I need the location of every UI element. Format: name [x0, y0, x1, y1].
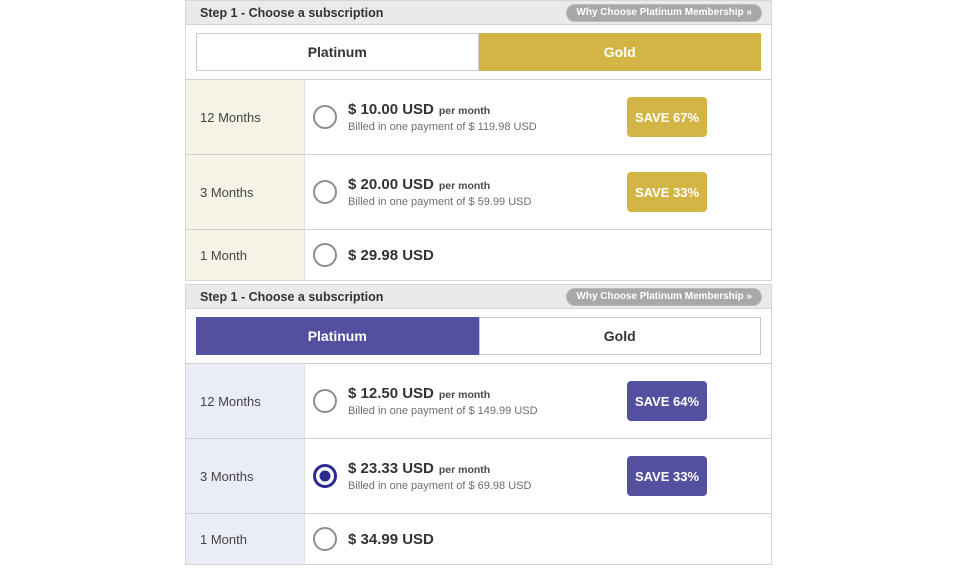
plan-row-3-months[interactable]: 3 Months $ 20.00 USD per month Billed in…: [186, 155, 771, 230]
plan-price: $ 23.33 USD: [348, 460, 434, 477]
tab-gold[interactable]: Gold: [478, 317, 761, 355]
why-choose-platinum-badge[interactable]: Why Choose Platinum Membership »: [566, 287, 762, 306]
panel-title: Step 1 - Choose a subscription: [200, 5, 384, 20]
tab-platinum[interactable]: Platinum: [196, 33, 479, 71]
plan-row-main: $ 20.00 USD per month Billed in one paym…: [305, 172, 771, 212]
price-block: $ 10.00 USD per month Billed in one paym…: [348, 101, 537, 133]
plan-row-3-months[interactable]: 3 Months $ 23.33 USD per month Billed in…: [186, 439, 771, 514]
plan-radio[interactable]: [313, 389, 337, 413]
plan-row-main: $ 23.33 USD per month Billed in one paym…: [305, 456, 771, 496]
plan-radio[interactable]: [313, 243, 337, 267]
plan-price-period: per month: [438, 464, 491, 476]
price-block: $ 34.99 USD: [348, 531, 434, 548]
plan-rows: 12 Months $ 10.00 USD per month Billed i…: [186, 79, 771, 280]
plan-row-main: $ 34.99 USD: [305, 527, 771, 551]
save-badge: SAVE 64%: [627, 381, 707, 421]
subscription-step-content: Step 1 - Choose a subscription Why Choos…: [185, 0, 772, 568]
plan-duration-label: 1 Month: [186, 230, 305, 280]
plan-duration-label: 3 Months: [186, 439, 305, 513]
plan-price-period: per month: [438, 180, 491, 192]
plan-row-12-months[interactable]: 12 Months $ 12.50 USD per month Billed i…: [186, 364, 771, 439]
plan-price-period: per month: [438, 389, 491, 401]
plan-row-main: $ 12.50 USD per month Billed in one paym…: [305, 381, 771, 421]
plan-price: $ 10.00 USD: [348, 101, 434, 118]
subscription-panel-gold: Step 1 - Choose a subscription Why Choos…: [185, 0, 772, 281]
plan-price: $ 12.50 USD: [348, 385, 434, 402]
plan-billed-note: Billed in one payment of $ 69.98 USD: [348, 480, 532, 492]
plan-billed-note: Billed in one payment of $ 149.99 USD: [348, 405, 538, 417]
plan-duration-label: 12 Months: [186, 80, 305, 154]
plan-radio-selected[interactable]: [313, 464, 337, 488]
price-block: $ 23.33 USD per month Billed in one paym…: [348, 460, 531, 492]
save-badge: SAVE 33%: [627, 456, 707, 496]
tab-platinum[interactable]: Platinum: [196, 317, 479, 355]
panel-title: Step 1 - Choose a subscription: [200, 289, 384, 304]
plan-row-main: $ 29.98 USD: [305, 243, 771, 267]
plan-radio[interactable]: [313, 527, 337, 551]
tab-bar: Platinum Gold: [196, 33, 761, 71]
plan-price: $ 34.99 USD: [348, 530, 434, 548]
save-badge: SAVE 67%: [627, 97, 707, 137]
plan-duration-label: 3 Months: [186, 155, 305, 229]
plan-price: $ 29.98 USD: [348, 246, 434, 264]
plan-billed-note: Billed in one payment of $ 59.99 USD: [348, 196, 532, 208]
tab-bar: Platinum Gold: [196, 317, 761, 355]
plan-price: $ 20.00 USD: [348, 176, 434, 193]
price-block: $ 29.98 USD: [348, 247, 434, 264]
plan-radio[interactable]: [313, 105, 337, 129]
plan-row-1-month[interactable]: 1 Month $ 29.98 USD: [186, 230, 771, 280]
plan-duration-label: 12 Months: [186, 364, 305, 438]
plan-price-period: per month: [438, 105, 491, 117]
plan-radio[interactable]: [313, 180, 337, 204]
plan-rows: 12 Months $ 12.50 USD per month Billed i…: [186, 363, 771, 564]
plan-billed-note: Billed in one payment of $ 119.98 USD: [348, 121, 537, 133]
tabs-container: Platinum Gold: [186, 309, 771, 363]
plan-duration-label: 1 Month: [186, 514, 305, 564]
plan-row-main: $ 10.00 USD per month Billed in one paym…: [305, 97, 771, 137]
price-block: $ 20.00 USD per month Billed in one paym…: [348, 176, 531, 208]
panel-header: Step 1 - Choose a subscription Why Choos…: [186, 1, 771, 25]
tab-gold[interactable]: Gold: [478, 33, 761, 71]
tabs-container: Platinum Gold: [186, 25, 771, 79]
subscription-panel-platinum: Step 1 - Choose a subscription Why Choos…: [185, 284, 772, 565]
plan-row-1-month[interactable]: 1 Month $ 34.99 USD: [186, 514, 771, 564]
why-choose-platinum-badge[interactable]: Why Choose Platinum Membership »: [566, 3, 762, 22]
price-block: $ 12.50 USD per month Billed in one paym…: [348, 385, 538, 417]
save-badge: SAVE 33%: [627, 172, 707, 212]
panel-header: Step 1 - Choose a subscription Why Choos…: [186, 285, 771, 309]
plan-row-12-months[interactable]: 12 Months $ 10.00 USD per month Billed i…: [186, 80, 771, 155]
